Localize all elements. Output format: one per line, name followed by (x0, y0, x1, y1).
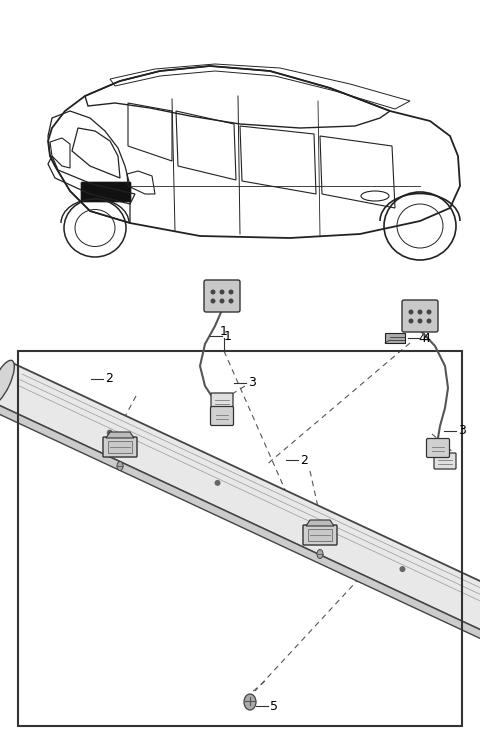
Ellipse shape (0, 361, 14, 404)
Circle shape (228, 290, 233, 295)
FancyBboxPatch shape (427, 438, 449, 457)
Circle shape (219, 299, 225, 303)
Circle shape (211, 299, 216, 303)
Text: 2: 2 (300, 454, 308, 466)
Text: 2: 2 (105, 373, 113, 386)
Polygon shape (0, 362, 480, 689)
Ellipse shape (117, 461, 123, 470)
Polygon shape (306, 520, 334, 526)
FancyBboxPatch shape (303, 525, 337, 545)
Circle shape (418, 309, 422, 314)
Circle shape (408, 318, 413, 324)
Text: 1: 1 (220, 325, 228, 338)
FancyBboxPatch shape (211, 407, 233, 426)
Text: 1: 1 (224, 330, 232, 342)
FancyBboxPatch shape (402, 300, 438, 332)
Circle shape (107, 429, 113, 435)
Text: 3: 3 (248, 376, 256, 389)
Polygon shape (106, 432, 134, 438)
Circle shape (427, 318, 432, 324)
Circle shape (219, 290, 225, 295)
Text: 3: 3 (458, 425, 466, 438)
Circle shape (228, 299, 233, 303)
Circle shape (211, 290, 216, 295)
Bar (18, 351, 462, 726)
Circle shape (399, 566, 406, 572)
Circle shape (408, 309, 413, 314)
Bar (385, 333, 405, 343)
Ellipse shape (244, 694, 256, 710)
FancyBboxPatch shape (103, 437, 137, 457)
Text: 4: 4 (418, 331, 426, 345)
Ellipse shape (317, 550, 323, 559)
Bar (108, 441, 132, 453)
FancyBboxPatch shape (434, 453, 456, 469)
Circle shape (427, 309, 432, 314)
Circle shape (418, 318, 422, 324)
Polygon shape (0, 402, 480, 697)
FancyBboxPatch shape (211, 393, 233, 409)
Text: 5: 5 (270, 699, 278, 712)
FancyBboxPatch shape (81, 182, 131, 202)
FancyBboxPatch shape (204, 280, 240, 312)
Bar (308, 529, 332, 541)
Circle shape (215, 480, 220, 486)
Text: 4: 4 (422, 331, 430, 345)
